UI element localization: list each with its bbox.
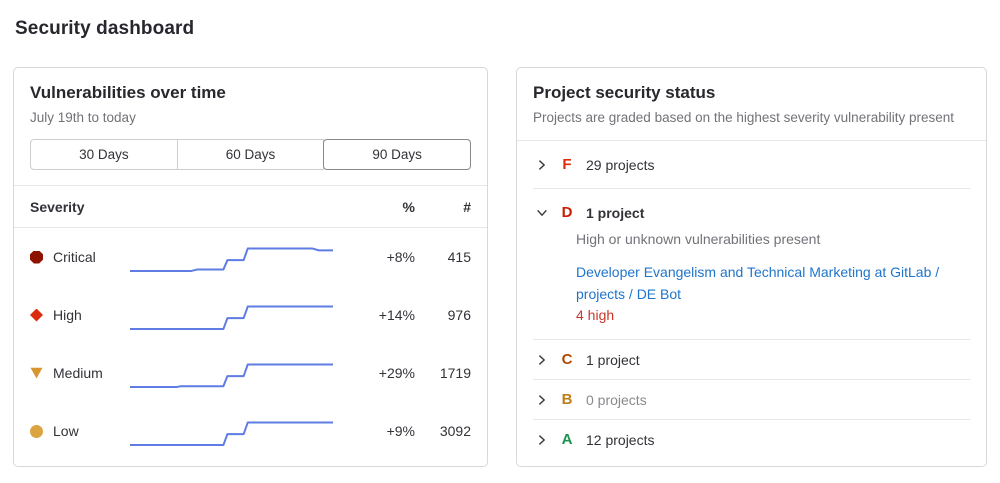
divider bbox=[517, 140, 986, 141]
severity-medium-icon bbox=[30, 367, 43, 379]
grade-d-description: High or unknown vulnerabilities present bbox=[576, 231, 821, 247]
critical-trend-sparkline bbox=[130, 243, 333, 275]
severity-label: High bbox=[53, 307, 82, 323]
grade-letter-b: B bbox=[561, 391, 573, 409]
grade-f-toggle[interactable]: F 29 projects bbox=[535, 156, 968, 173]
severity-high-icon bbox=[30, 308, 43, 322]
grade-row-d: D 1 project High or unknown vulnerabilit… bbox=[533, 189, 970, 341]
vulnerability-count-value: 3092 bbox=[439, 423, 471, 439]
divider bbox=[14, 227, 487, 228]
vuln-card-title: Vulnerabilities over time bbox=[30, 83, 226, 102]
grade-letter-c: C bbox=[561, 351, 573, 369]
day-range-button-group: 30 Days 60 Days 90 Days bbox=[30, 139, 472, 170]
dashboard-cards: Vulnerabilities over time July 19th to t… bbox=[13, 67, 987, 467]
table-row-low: Low +9% 3092 bbox=[30, 402, 471, 460]
high-trend-sparkline bbox=[130, 301, 333, 333]
grade-letter-d: D bbox=[561, 204, 573, 221]
severity-label: Low bbox=[53, 423, 79, 439]
grade-b-count: 0 projects bbox=[586, 391, 647, 408]
grade-f-count: 29 projects bbox=[586, 156, 655, 173]
severity-critical-icon bbox=[30, 250, 43, 264]
percent-change-value: +9% bbox=[386, 423, 415, 439]
vuln-card-date-range: July 19th to today bbox=[30, 110, 136, 125]
severity-low-icon bbox=[30, 424, 43, 438]
range-button-60-days[interactable]: 60 Days bbox=[176, 139, 325, 170]
grade-list: F 29 projects D 1 project High or unknow… bbox=[533, 141, 970, 459]
grade-row-b: B 0 projects bbox=[533, 380, 970, 421]
grade-a-toggle[interactable]: A 12 projects bbox=[535, 431, 968, 448]
percent-change-value: +29% bbox=[378, 365, 415, 381]
vulnerability-count-value: 415 bbox=[447, 249, 471, 265]
grade-c-toggle[interactable]: C 1 project bbox=[535, 351, 968, 368]
grade-row-c: C 1 project bbox=[533, 340, 970, 381]
grade-c-count: 1 project bbox=[586, 351, 640, 368]
severity-table-header: Severity % # bbox=[30, 186, 471, 227]
low-trend-sparkline bbox=[130, 417, 333, 449]
grade-a-count: 12 projects bbox=[586, 431, 655, 448]
percent-change-value: +8% bbox=[386, 249, 415, 265]
status-card-subtitle: Projects are graded based on the highest… bbox=[533, 110, 954, 125]
grade-d-count: 1 project bbox=[586, 204, 645, 221]
divider bbox=[14, 185, 487, 186]
medium-trend-sparkline bbox=[130, 359, 333, 391]
project-security-status-card: Project security status Projects are gra… bbox=[516, 67, 987, 467]
severity-label: Medium bbox=[53, 365, 103, 381]
severity-column-header: Severity bbox=[30, 199, 85, 215]
table-row-medium: Medium +29% 1719 bbox=[30, 344, 471, 402]
grade-row-a: A 12 projects bbox=[533, 420, 970, 459]
chevron-right-icon bbox=[535, 393, 549, 407]
range-button-30-days[interactable]: 30 Days bbox=[30, 139, 178, 170]
finding-count-label: 4 high bbox=[576, 307, 615, 324]
percent-change-value: +14% bbox=[378, 307, 415, 323]
vulnerability-count-value: 1719 bbox=[439, 365, 471, 381]
status-card-title: Project security status bbox=[533, 83, 716, 102]
chevron-right-icon bbox=[535, 158, 549, 172]
percent-column-header: % bbox=[402, 199, 415, 215]
project-link[interactable]: Developer Evangelism and Technical Marke… bbox=[576, 264, 940, 302]
vulnerabilities-over-time-card: Vulnerabilities over time July 19th to t… bbox=[13, 67, 488, 467]
table-row-high: High +14% 976 bbox=[30, 286, 471, 344]
chevron-down-icon bbox=[535, 206, 549, 220]
table-row-critical: Critical +8% 415 bbox=[30, 228, 471, 286]
chevron-right-icon bbox=[535, 433, 549, 447]
count-column-header: # bbox=[463, 199, 471, 215]
range-button-90-days[interactable]: 90 Days bbox=[323, 139, 472, 170]
vulnerability-count-value: 976 bbox=[447, 307, 471, 323]
severity-label: Critical bbox=[53, 249, 96, 265]
grade-letter-a: A bbox=[561, 431, 573, 449]
grade-row-f: F 29 projects bbox=[533, 141, 970, 189]
grade-b-toggle[interactable]: B 0 projects bbox=[535, 391, 968, 408]
chevron-right-icon bbox=[535, 353, 549, 367]
grade-d-toggle[interactable]: D 1 project bbox=[535, 204, 968, 221]
page-title: Security dashboard bbox=[15, 18, 195, 39]
grade-letter-f: F bbox=[562, 156, 572, 173]
